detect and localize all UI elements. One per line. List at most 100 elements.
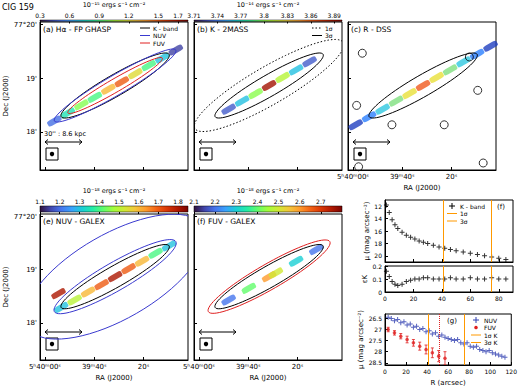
svg-text:1.2: 1.2 <box>55 198 65 205</box>
svg-text:(e) NUV - GALEX: (e) NUV - GALEX <box>43 217 105 226</box>
svg-text:20: 20 <box>402 368 410 375</box>
svg-text:NUV: NUV <box>153 32 167 39</box>
svg-text:FUV: FUV <box>484 324 497 331</box>
svg-text:1.4: 1.4 <box>94 198 104 205</box>
svg-text:Dec (J2000): Dec (J2000) <box>2 266 10 307</box>
svg-text:18': 18' <box>26 128 37 136</box>
svg-text:10⁻¹⁴ ergs s⁻¹ cm⁻²: 10⁻¹⁴ ergs s⁻¹ cm⁻² <box>237 1 300 9</box>
svg-text:20ˢ: 20ˢ <box>138 363 150 371</box>
svg-text:120: 120 <box>506 368 518 375</box>
svg-text:0: 0 <box>383 368 387 375</box>
svg-text:1σ: 1σ <box>460 210 468 217</box>
svg-text:2.2: 2.2 <box>210 198 220 205</box>
svg-text:16: 16 <box>374 228 382 235</box>
svg-text:(c) R - DSS: (c) R - DSS <box>351 25 392 34</box>
svg-text:3σ K: 3σ K <box>484 339 499 346</box>
svg-text:2.3: 2.3 <box>232 198 242 205</box>
svg-text:5ʰ40ᵐ00ˢ: 5ʰ40ᵐ00ˢ <box>29 363 61 371</box>
svg-text:1.7: 1.7 <box>173 12 183 19</box>
svg-text:2.4: 2.4 <box>253 198 263 205</box>
svg-text:εK: εK <box>361 274 369 283</box>
svg-text:18: 18 <box>374 240 382 247</box>
svg-text:60: 60 <box>467 295 475 302</box>
svg-text:77°20': 77°20' <box>14 213 37 221</box>
svg-text:2.1: 2.1 <box>189 198 199 205</box>
svg-text:1.3: 1.3 <box>75 198 85 205</box>
svg-text:0.6: 0.6 <box>65 12 75 19</box>
svg-text:R (arcsec): R (arcsec) <box>431 379 466 387</box>
svg-text:2.6: 2.6 <box>295 198 305 205</box>
svg-text:0.9: 0.9 <box>94 12 104 19</box>
svg-text:CIG 159: CIG 159 <box>2 3 34 12</box>
svg-text:40: 40 <box>438 295 446 302</box>
svg-text:20: 20 <box>410 295 418 302</box>
svg-text:30'' : 8.6 kpc: 30'' : 8.6 kpc <box>44 130 86 138</box>
svg-text:1.2: 1.2 <box>124 12 134 19</box>
svg-text:3σ: 3σ <box>325 32 333 39</box>
svg-text:3.83: 3.83 <box>281 12 295 19</box>
svg-text:3σ: 3σ <box>460 218 468 225</box>
svg-text:3.74: 3.74 <box>211 12 225 19</box>
svg-text:80: 80 <box>495 295 503 302</box>
svg-text:2.7: 2.7 <box>316 198 326 205</box>
svg-text:RA (J2000): RA (J2000) <box>250 374 287 382</box>
svg-text:1.8: 1.8 <box>173 198 183 205</box>
svg-text:K - band: K - band <box>460 203 485 210</box>
svg-text:19': 19' <box>26 75 37 83</box>
svg-text:0.1: 0.1 <box>372 276 382 283</box>
svg-text:80: 80 <box>465 368 473 375</box>
svg-text:(a) Hα - FP GHASP: (a) Hα - FP GHASP <box>43 25 111 34</box>
svg-text:1.6: 1.6 <box>134 198 144 205</box>
svg-text:10⁻¹⁸ ergs s⁻¹ cm⁻²: 10⁻¹⁸ ergs s⁻¹ cm⁻² <box>237 187 300 195</box>
svg-text:60: 60 <box>444 368 452 375</box>
svg-text:27.5: 27.5 <box>369 337 383 344</box>
svg-text:0: 0 <box>383 295 387 302</box>
svg-text:FUV: FUV <box>153 40 166 47</box>
svg-text:20ˢ: 20ˢ <box>446 173 458 181</box>
svg-text:2.5: 2.5 <box>274 198 284 205</box>
svg-text:1.5: 1.5 <box>114 198 124 205</box>
svg-text:1.7: 1.7 <box>154 198 164 205</box>
svg-text:39ᵐ40ˢ: 39ᵐ40ˢ <box>82 363 107 371</box>
svg-text:27: 27 <box>374 326 382 333</box>
svg-text:3.8: 3.8 <box>259 12 269 19</box>
svg-text:5ʰ40ᵐ00ˢ: 5ʰ40ᵐ00ˢ <box>337 173 369 181</box>
svg-text:28.5: 28.5 <box>369 359 383 366</box>
svg-text:3.77: 3.77 <box>234 12 248 19</box>
svg-text:1σ K: 1σ K <box>484 332 499 339</box>
svg-text:RA (J2000): RA (J2000) <box>96 374 133 382</box>
svg-text:18': 18' <box>26 319 37 327</box>
svg-text:20: 20 <box>374 252 382 259</box>
svg-text:20ˢ: 20ˢ <box>292 363 304 371</box>
svg-text:3.89: 3.89 <box>328 12 342 19</box>
svg-text:(f): (f) <box>497 203 505 211</box>
svg-text:12: 12 <box>374 203 382 210</box>
svg-text:3.71: 3.71 <box>187 12 201 19</box>
svg-text:(f) FUV - GALEX: (f) FUV - GALEX <box>197 217 255 226</box>
svg-text:1.1: 1.1 <box>35 198 45 205</box>
svg-text:Dec (J2000): Dec (J2000) <box>2 75 10 116</box>
svg-text:100: 100 <box>485 368 497 375</box>
svg-text:0.2: 0.2 <box>372 263 382 270</box>
svg-text:K - band: K - band <box>153 25 178 32</box>
svg-text:1.5: 1.5 <box>154 12 164 19</box>
svg-text:(b) K - 2MASS: (b) K - 2MASS <box>197 25 249 34</box>
svg-text:26.5: 26.5 <box>369 315 383 322</box>
svg-text:39ᵐ40ˢ: 39ᵐ40ˢ <box>236 363 261 371</box>
svg-text:μ (mag arcsec⁻²): μ (mag arcsec⁻²) <box>357 310 365 369</box>
svg-text:μ (mag arcsec⁻²): μ (mag arcsec⁻²) <box>363 201 371 260</box>
svg-text:0.3: 0.3 <box>35 12 45 19</box>
svg-text:39ᵐ40ˢ: 39ᵐ40ˢ <box>390 173 415 181</box>
svg-text:40: 40 <box>423 368 431 375</box>
svg-text:10⁻¹⁵ ergs s⁻¹ cm⁻²: 10⁻¹⁵ ergs s⁻¹ cm⁻² <box>83 1 146 9</box>
svg-text:0: 0 <box>378 289 382 296</box>
svg-text:3.86: 3.86 <box>304 12 318 19</box>
svg-text:28: 28 <box>374 348 382 355</box>
svg-text:NUV: NUV <box>484 317 498 324</box>
svg-text:10⁻¹⁸ ergs s⁻¹ cm⁻²: 10⁻¹⁸ ergs s⁻¹ cm⁻² <box>83 187 146 195</box>
svg-text:14: 14 <box>374 215 382 222</box>
svg-text:(g): (g) <box>447 317 457 325</box>
svg-text:5ʰ40ᵐ00ˢ: 5ʰ40ᵐ00ˢ <box>183 363 215 371</box>
svg-text:RA (J2000): RA (J2000) <box>404 184 441 192</box>
svg-text:1σ: 1σ <box>325 25 333 32</box>
